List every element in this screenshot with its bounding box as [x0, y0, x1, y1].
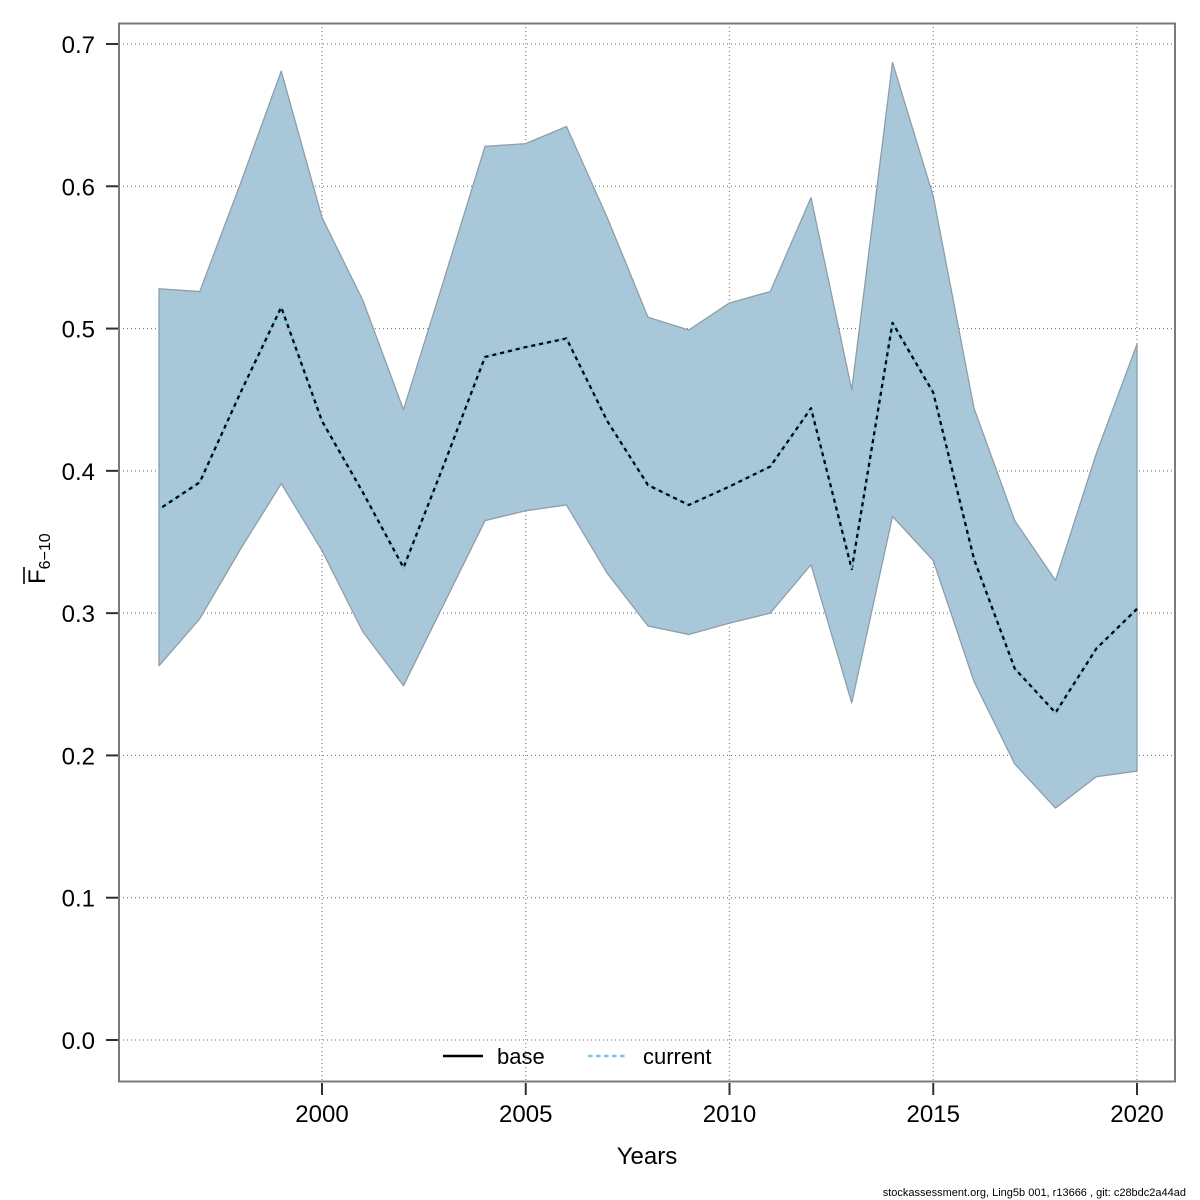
x-axis-title: Years [617, 1143, 678, 1170]
legend-current-label: current [643, 1044, 711, 1069]
y-tick-label: 0.6 [62, 174, 95, 201]
tick-layer: 0.0 0.1 0.2 0.3 0.4 0.5 0.6 0.7 2000 2005 2010 2015… [62, 32, 1164, 1128]
y-tick-label: 0.7 [62, 32, 95, 59]
confidence-band [158, 61, 1138, 809]
plot-border [118, 22, 1176, 1083]
x-tick-label: 2015 [907, 1101, 960, 1128]
x-tick-label: 2000 [295, 1101, 348, 1128]
x-tick-label: 2010 [703, 1101, 756, 1128]
legend: base current [443, 1044, 711, 1069]
y-tick-label: 0.3 [62, 601, 95, 628]
y-axis-title-main: F [24, 569, 51, 584]
y-tick-label: 0.4 [62, 459, 95, 486]
y-axis-title: F6−10 [23, 533, 54, 584]
x-tick-label: 2020 [1110, 1101, 1163, 1128]
x-tick-label: 2005 [499, 1101, 552, 1128]
y-tick-label: 0.1 [62, 886, 95, 913]
legend-base-label: base [497, 1044, 545, 1069]
series-layer [158, 61, 1138, 809]
svg-text:F6−10: F6−10 [24, 533, 54, 584]
current-line [158, 305, 1138, 714]
y-tick-label: 0.2 [62, 743, 95, 770]
y-tick-label: 0.0 [62, 1028, 95, 1055]
footer-attribution: stockassessment.org, Ling5b 001, r13666 … [883, 1187, 1186, 1199]
y-tick-label: 0.5 [62, 317, 95, 344]
y-axis-title-subscript: 6−10 [37, 533, 54, 569]
